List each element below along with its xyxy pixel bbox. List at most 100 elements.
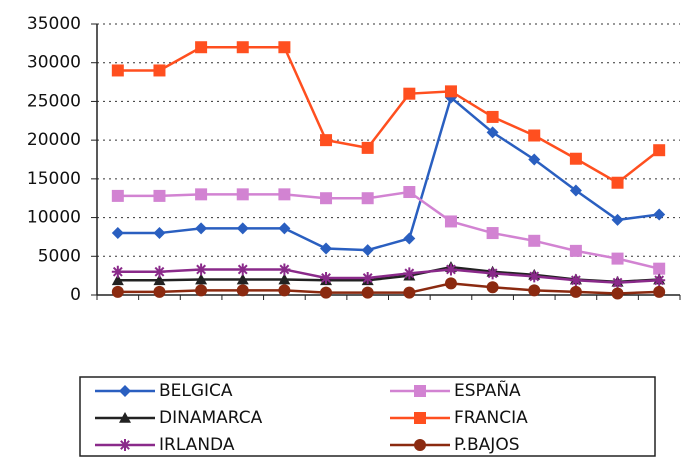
marker (569, 285, 582, 298)
marker (569, 274, 582, 287)
marker (119, 412, 131, 423)
marker (361, 244, 374, 257)
marker (278, 188, 291, 201)
marker (119, 385, 131, 397)
marker (444, 277, 457, 290)
marker (528, 129, 541, 142)
marker (195, 263, 208, 276)
marker (361, 271, 374, 284)
marker (236, 41, 249, 54)
marker (153, 227, 166, 240)
marker (153, 265, 166, 278)
marker (278, 273, 291, 285)
marker (111, 285, 124, 298)
marker (278, 41, 291, 54)
marker (236, 273, 249, 285)
marker (236, 188, 249, 201)
y-tick-label: 30000 (27, 53, 81, 73)
marker (195, 222, 208, 235)
marker (403, 186, 416, 199)
marker (195, 41, 208, 54)
marker (320, 192, 333, 205)
marker (528, 270, 541, 283)
marker (236, 263, 249, 276)
marker (278, 263, 291, 276)
marker (403, 87, 416, 100)
marker (403, 232, 416, 245)
series-line (117, 282, 660, 295)
marker (414, 439, 426, 451)
marker (528, 153, 541, 166)
marker (653, 262, 666, 275)
marker (111, 227, 124, 240)
y-tick-label: 15000 (27, 169, 81, 189)
marker (111, 265, 124, 278)
marker (444, 215, 457, 228)
marker (611, 176, 624, 189)
marker (653, 144, 666, 157)
marker (414, 385, 426, 397)
marker (236, 222, 249, 235)
marker (111, 64, 124, 77)
marker (111, 274, 124, 286)
marker (611, 276, 624, 289)
marker (611, 252, 624, 265)
y-tick-label: 20000 (27, 130, 81, 150)
marker (611, 287, 624, 300)
marker (528, 234, 541, 247)
y-tick-label: 10000 (27, 208, 81, 228)
marker (320, 242, 333, 255)
legend-label: FRANCIA (454, 408, 528, 428)
legend-label: BELGICA (159, 381, 233, 401)
y-tick-label: 25000 (27, 91, 81, 111)
legend-label: IRLANDA (159, 435, 235, 455)
marker (153, 285, 166, 298)
marker (653, 208, 666, 221)
series-line (117, 190, 660, 270)
marker (111, 189, 124, 202)
marker (528, 284, 541, 297)
marker (611, 213, 624, 226)
marker (153, 274, 166, 286)
marker (153, 189, 166, 202)
marker (569, 184, 582, 197)
marker (320, 134, 333, 147)
marker (653, 274, 666, 287)
marker (195, 188, 208, 201)
y-tick-label: 5000 (38, 246, 81, 266)
marker (444, 263, 457, 276)
legend-label: ESPAÑA (454, 379, 521, 401)
marker (653, 285, 666, 298)
marker (403, 267, 416, 280)
marker (236, 284, 249, 297)
marker (320, 286, 333, 299)
marker (444, 85, 457, 98)
series-line (117, 95, 660, 252)
series-line (117, 45, 660, 185)
y-tick-label: 0 (70, 285, 81, 305)
marker (119, 439, 131, 451)
marker (569, 152, 582, 165)
legend-label: DINAMARCA (159, 408, 263, 428)
y-tick-label: 35000 (27, 14, 81, 34)
marker (361, 141, 374, 154)
marker (361, 192, 374, 205)
marker (153, 64, 166, 77)
marker (486, 126, 499, 139)
marker (278, 284, 291, 297)
marker (414, 412, 426, 424)
marker (486, 110, 499, 123)
marker (195, 284, 208, 297)
marker (486, 227, 499, 240)
marker (320, 271, 333, 284)
marker (361, 286, 374, 299)
marker (486, 281, 499, 294)
marker (569, 244, 582, 257)
marker (195, 273, 208, 285)
marker (278, 222, 291, 235)
marker (403, 286, 416, 299)
marker (486, 267, 499, 280)
series-line (117, 268, 660, 284)
legend-box (79, 376, 656, 457)
